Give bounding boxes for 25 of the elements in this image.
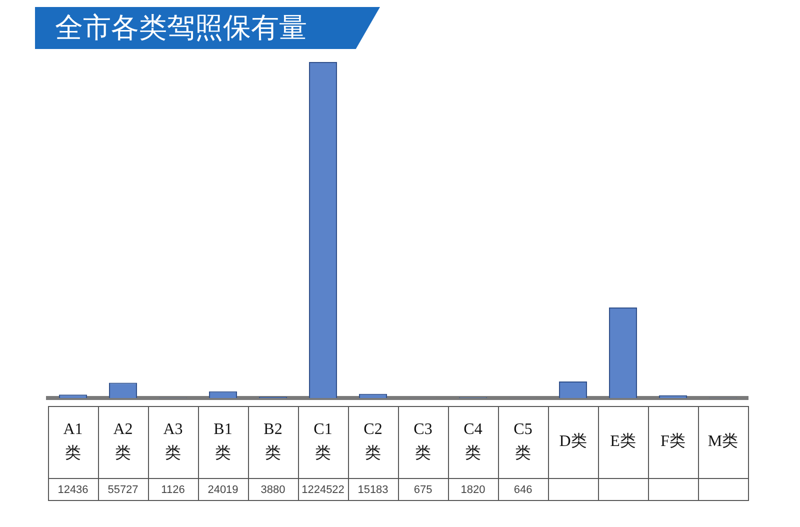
x-tick-label: A1类 xyxy=(63,421,83,462)
x-tick-label: C1类 xyxy=(314,421,332,462)
data-label: 1224522 xyxy=(302,484,344,496)
x-tick-label: A3类 xyxy=(163,421,183,462)
data-label: 1820 xyxy=(460,484,486,496)
data-label: 55727 xyxy=(108,484,138,496)
data-label: 3880 xyxy=(260,484,286,496)
x-tick-label: F类 xyxy=(660,432,686,450)
x-tick-label: C5类 xyxy=(514,421,532,462)
data-label: 1126 xyxy=(161,484,185,496)
x-tick-label: D类 xyxy=(559,432,587,450)
chart-title: 全市各类驾照保有量 xyxy=(35,7,380,49)
x-tick-label: A2类 xyxy=(113,421,133,462)
data-label: 12436 xyxy=(58,484,88,496)
x-tick-label: B1类 xyxy=(214,421,232,462)
data-label: 646 xyxy=(514,484,532,496)
x-tick-label: M类 xyxy=(708,432,738,450)
x-tick-label: B2类 xyxy=(264,421,282,462)
x-tick-label: C2类 xyxy=(364,421,382,462)
data-label: 675 xyxy=(414,484,432,496)
x-tick-label: C3类 xyxy=(414,421,432,462)
x-tick-label: C4类 xyxy=(464,421,482,462)
data-label: 24019 xyxy=(208,484,238,496)
data-label: 15183 xyxy=(358,484,388,496)
x-tick-label: E类 xyxy=(610,432,636,450)
